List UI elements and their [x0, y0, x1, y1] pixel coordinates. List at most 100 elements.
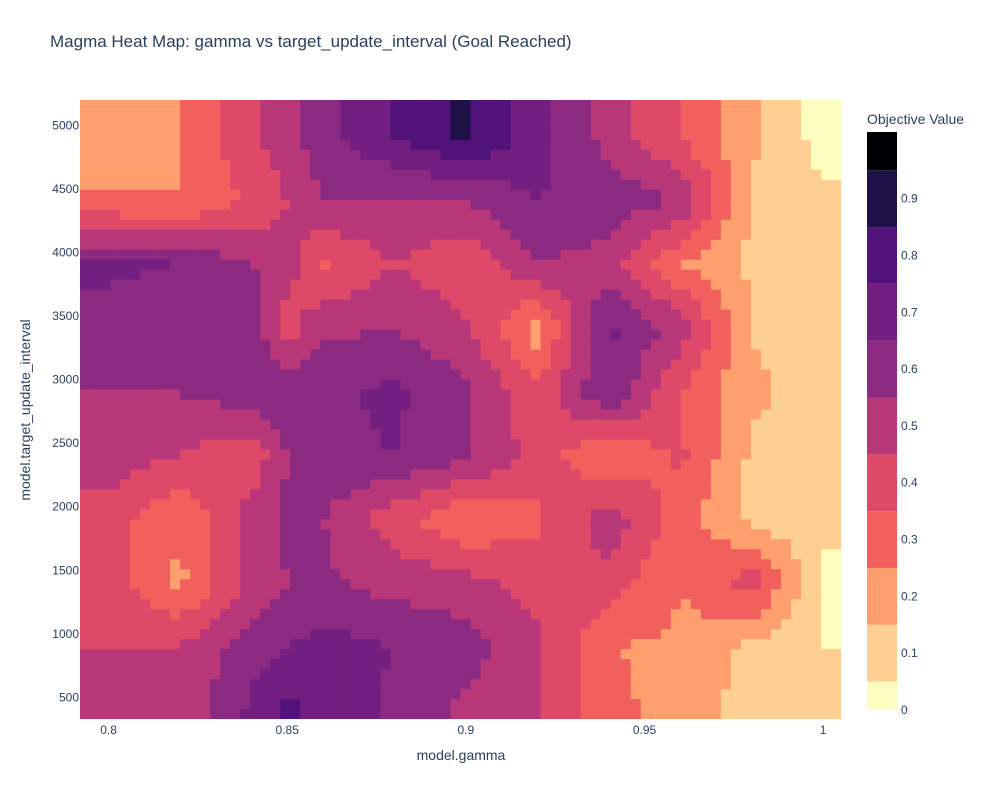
- heatmap-cell: [660, 509, 672, 520]
- heatmap-cell: [240, 329, 251, 341]
- heatmap-cell: [400, 129, 412, 141]
- heatmap-cell: [310, 389, 321, 401]
- heatmap-cell: [250, 349, 261, 361]
- heatmap-cell: [760, 279, 772, 291]
- heatmap-cell: [220, 559, 231, 570]
- heatmap-cell: [750, 309, 762, 321]
- heatmap-cell: [420, 669, 432, 680]
- heatmap-cell: [790, 109, 802, 121]
- plot-area[interactable]: [80, 100, 842, 720]
- heatmap-cell: [710, 169, 722, 181]
- heatmap-cell: [550, 319, 562, 331]
- heatmap-cell: [240, 179, 251, 191]
- heatmap-cell: [310, 589, 321, 600]
- heatmap-cell: [500, 639, 512, 650]
- heatmap-cell: [650, 579, 662, 590]
- heatmap-cell: [290, 469, 301, 480]
- heatmap-cell: [370, 269, 381, 281]
- heatmap-cell: [340, 489, 351, 500]
- heatmap-cell: [810, 539, 822, 550]
- heatmap-cell: [100, 579, 111, 590]
- heatmap-cell: [690, 289, 702, 301]
- heatmap-cell: [780, 129, 792, 141]
- heatmap-cell: [290, 399, 301, 411]
- heatmap-cell: [670, 289, 682, 301]
- heatmap-cell: [800, 289, 812, 301]
- heatmap-cell: [740, 479, 752, 490]
- heatmap-cell: [360, 459, 371, 470]
- heatmap-cell: [620, 529, 632, 540]
- heatmap-cell: [190, 309, 201, 321]
- heatmap-cell: [440, 299, 452, 311]
- heatmap-cell: [690, 399, 702, 411]
- heatmap-cell: [120, 259, 131, 271]
- heatmap-cell: [400, 679, 412, 690]
- heatmap-cell: [320, 329, 331, 341]
- heatmap-cell: [120, 229, 131, 241]
- heatmap-cell: [170, 389, 181, 401]
- heatmap-cell: [180, 549, 191, 560]
- heatmap-cell: [790, 609, 802, 620]
- heatmap-cell: [810, 189, 822, 201]
- heatmap-cell: [270, 409, 281, 421]
- heatmap-cell: [200, 559, 211, 570]
- heatmap-cell: [420, 619, 432, 630]
- heatmap-cell: [360, 439, 371, 451]
- heatmap-cell: [710, 649, 722, 660]
- heatmap-cell: [790, 659, 802, 670]
- heatmap-cell: [460, 619, 472, 630]
- heatmap-cell: [320, 279, 331, 291]
- heatmap-cell: [360, 659, 371, 670]
- heatmap-cell: [610, 649, 622, 660]
- heatmap-cell: [460, 699, 472, 710]
- heatmap-cell: [320, 149, 331, 161]
- heatmap-cell: [730, 169, 742, 181]
- heatmap-cell: [490, 559, 502, 570]
- heatmap-cell: [390, 159, 402, 171]
- heatmap-cell: [530, 239, 542, 251]
- heatmap-cell: [760, 149, 772, 161]
- heatmap-cell: [660, 579, 672, 590]
- heatmap-cell: [160, 179, 171, 191]
- heatmap-cell: [80, 129, 91, 141]
- heatmap-cell: [210, 189, 221, 201]
- heatmap-cell: [470, 459, 482, 470]
- heatmap-cell: [80, 489, 91, 500]
- heatmap-cell: [430, 409, 442, 421]
- heatmap-cell: [120, 639, 131, 650]
- heatmap-cell: [650, 699, 662, 710]
- heatmap-cell: [690, 149, 702, 161]
- heatmap-cell: [210, 109, 221, 121]
- heatmap-cell: [610, 219, 622, 231]
- heatmap-cell: [600, 189, 612, 201]
- heatmap-cell: [360, 379, 371, 391]
- heatmap-cell: [230, 389, 241, 401]
- heatmap-cell: [490, 339, 502, 351]
- heatmap-cell: [540, 509, 552, 520]
- heatmap-cell: [90, 619, 101, 630]
- heatmap-cell: [570, 489, 582, 500]
- heatmap-cell: [120, 139, 131, 151]
- heatmap-cell: [520, 579, 532, 590]
- heatmap-cell: [280, 179, 291, 191]
- heatmap-cell: [310, 209, 321, 221]
- heatmap-cell: [140, 689, 151, 700]
- heatmap-cell: [230, 529, 241, 540]
- heatmap-cell: [190, 459, 201, 470]
- heatmap-cell: [560, 409, 572, 421]
- heatmap-cell: [260, 669, 271, 680]
- heatmap-cell: [550, 279, 562, 291]
- heatmap-cell: [800, 479, 812, 490]
- heatmap-cell: [560, 369, 572, 381]
- heatmap-cell: [460, 559, 472, 570]
- colorbar-tick-label: 0.4: [901, 476, 918, 490]
- heatmap-cell: [280, 519, 291, 530]
- heatmap-cell: [370, 549, 381, 560]
- heatmap-cell: [450, 519, 462, 530]
- heatmap-cell: [410, 489, 422, 500]
- heatmap-cell: [130, 509, 141, 520]
- heatmap-cell: [690, 259, 702, 271]
- heatmap-cell: [540, 189, 552, 201]
- heatmap-cell: [540, 229, 552, 241]
- heatmap-cell: [490, 619, 502, 630]
